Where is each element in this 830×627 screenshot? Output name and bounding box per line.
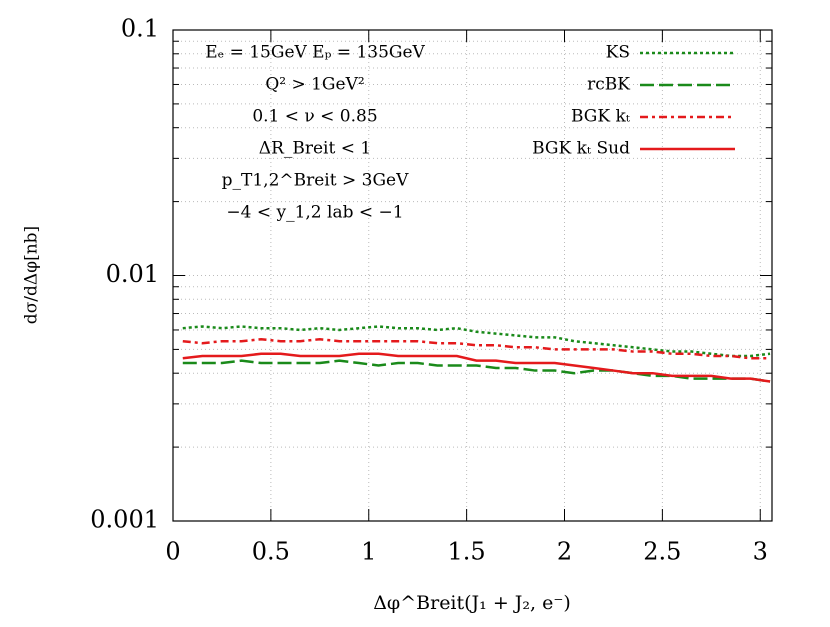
x-tick-label: 1.5 [448,538,486,566]
y-axis-label: dσ/dΔφ[nb] [22,226,42,324]
annotation: ΔR_Breit < 1 [259,139,371,159]
annotation: Q² > 1GeV² [265,75,364,95]
y-tick-label: 0.001 [90,506,159,534]
series-line [182,325,771,358]
series-line [182,359,771,383]
series-line [182,352,771,383]
x-tick-label: 2 [557,538,572,566]
legend-label: KS [606,43,630,63]
legend-label: rcBK [587,75,630,95]
x-tick-label: 2.5 [643,538,681,566]
x-axis-label: Δφ^Breit(J₁ + J₂, e⁻) [373,592,571,614]
plot-frame [172,29,773,522]
x-tick-label: 1 [361,538,376,566]
annotation: p_T1,2^Breit > 3GeV [222,171,409,191]
x-tick-label: 0 [165,538,180,566]
annotation: Eₑ = 15GeV Eₚ = 135GeV [205,43,425,63]
legend-label: BGK kₜ Sud [532,139,630,159]
x-tick-label: 0.5 [252,538,290,566]
x-tick-label: 3 [753,538,768,566]
legend-label: BGK kₜ [571,107,631,127]
annotation: −4 < y_1,2 lab < −1 [226,203,403,223]
annotation: 0.1 < ν < 0.85 [252,107,377,127]
series-line [182,337,771,360]
y-tick-label: 0.1 [121,15,159,43]
y-tick-label: 0.01 [106,260,159,288]
